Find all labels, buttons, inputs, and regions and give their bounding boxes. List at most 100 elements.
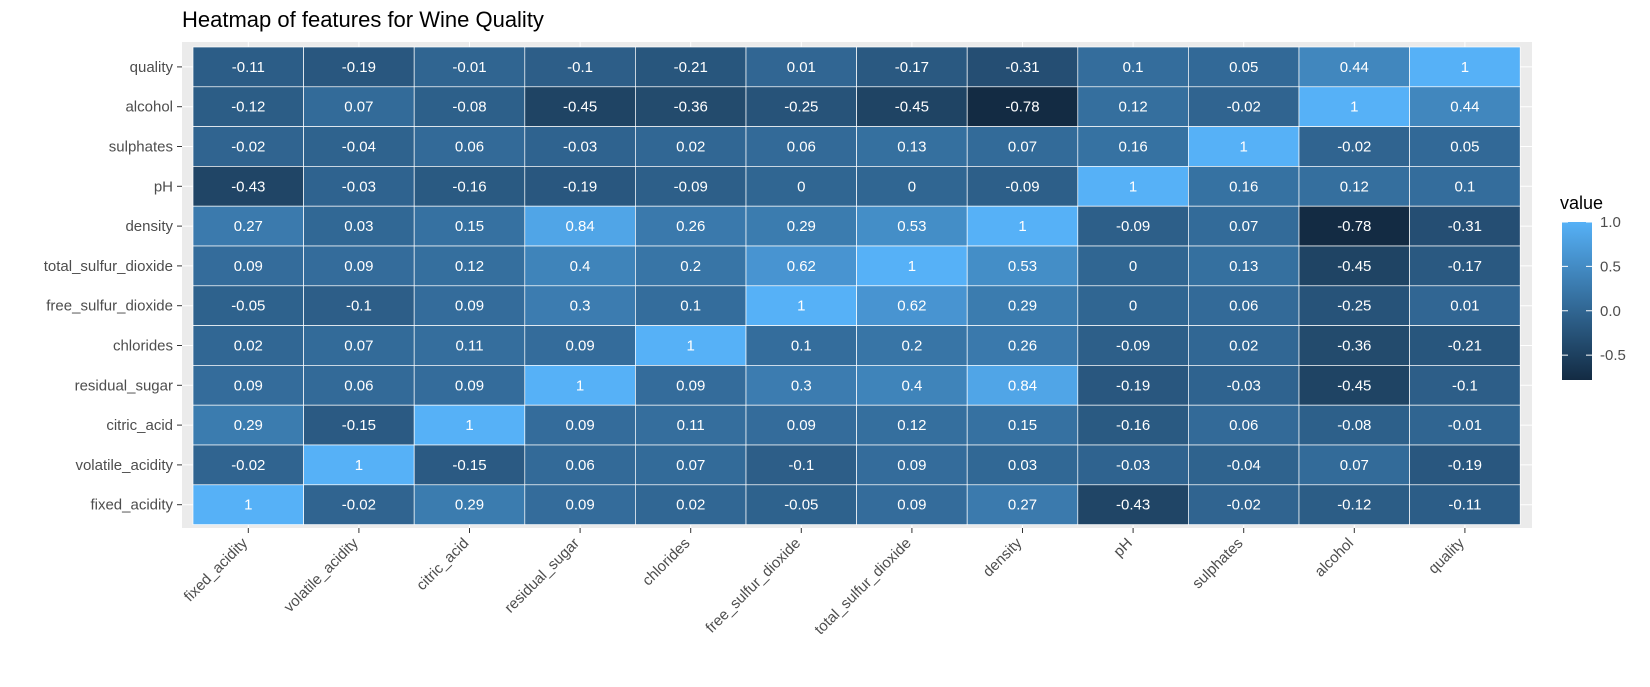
- heatmap-cell: [1077, 325, 1189, 366]
- cell-value-label: 1: [1129, 178, 1137, 195]
- cell-value-label: 1: [908, 258, 916, 275]
- cell-value-label: -0.04: [1227, 457, 1261, 474]
- heatmap-cell: [1298, 325, 1410, 366]
- heatmap-cell: [413, 484, 526, 525]
- heatmap-cell: [856, 365, 968, 406]
- cell-value-label: 0.06: [565, 457, 594, 474]
- heatmap-cell: [192, 245, 304, 287]
- cell-value-label: 0.02: [676, 139, 705, 156]
- x-tick-label: quality: [1425, 534, 1468, 577]
- heatmap-cell: [1409, 365, 1521, 406]
- heatmap-cell: [1409, 444, 1521, 486]
- heatmap-cell: [303, 126, 415, 167]
- cell-value-label: 0.15: [455, 218, 484, 235]
- y-tick-label: alcohol: [125, 99, 173, 116]
- heatmap-cell: [1409, 46, 1521, 88]
- heatmap-cell: [635, 245, 747, 287]
- legend-title: value: [1560, 193, 1603, 213]
- cell-value-label: 0.44: [1450, 99, 1479, 116]
- cell-value-label: 0.03: [344, 218, 373, 235]
- heatmap-cell: [524, 126, 636, 167]
- cell-value-label: -0.21: [1448, 338, 1482, 355]
- cell-value-label: 0.01: [1450, 298, 1479, 315]
- x-tick-label: pH: [1110, 535, 1136, 561]
- heatmap-cell: [303, 46, 415, 88]
- cell-value-label: 0.62: [787, 258, 816, 275]
- cell-value-label: -0.09: [1116, 218, 1150, 235]
- cell-value-label: 1: [244, 497, 252, 514]
- heatmap-cell: [745, 285, 857, 326]
- cell-value-label: 0.27: [1008, 497, 1037, 514]
- cell-value-label: -0.02: [1227, 497, 1261, 514]
- x-tick-label: density: [980, 534, 1026, 580]
- cell-value-label: 0.02: [1229, 338, 1258, 355]
- heatmap-cell: [966, 46, 1079, 88]
- heatmap-cell: [192, 205, 304, 247]
- heatmap-cell: [856, 46, 968, 88]
- cell-value-label: 0.26: [676, 218, 705, 235]
- cell-value-label: 0.2: [680, 258, 701, 275]
- cell-value-label: -0.78: [1337, 218, 1371, 235]
- cell-value-label: -0.01: [1448, 417, 1482, 434]
- cell-value-label: 0.2: [901, 338, 922, 355]
- cell-value-label: 0.06: [1229, 417, 1258, 434]
- cell-value-label: 0.09: [455, 377, 484, 394]
- cell-value-label: 0.02: [234, 338, 263, 355]
- heatmap-cell: [856, 205, 968, 247]
- x-tick-label: total_sulfur_dioxide: [811, 535, 914, 638]
- cell-value-label: 0.1: [1123, 59, 1144, 76]
- heatmap-cells: [192, 46, 1521, 525]
- heatmap-cell: [303, 444, 415, 486]
- cell-value-label: 1: [465, 417, 473, 434]
- heatmap-cell: [635, 86, 747, 127]
- cell-value-label: 0.09: [344, 258, 373, 275]
- heatmap-cell: [192, 444, 304, 486]
- heatmap-cell: [524, 205, 636, 247]
- heatmap-cell: [413, 444, 526, 486]
- heatmap-cell: [413, 325, 526, 366]
- cell-value-label: -0.03: [342, 178, 376, 195]
- cell-value-label: -0.21: [674, 59, 708, 76]
- cell-value-label: -0.02: [231, 457, 265, 474]
- heatmap-cell: [966, 484, 1079, 525]
- cell-value-label: 0.05: [1229, 59, 1258, 76]
- cell-value-label: 0: [908, 178, 916, 195]
- y-tick-label: density: [125, 218, 173, 235]
- cell-value-label: 0.13: [897, 139, 926, 156]
- heatmap-cell: [966, 365, 1079, 406]
- legend-colorbar: [1562, 222, 1592, 380]
- heatmap-cell: [1077, 205, 1189, 247]
- cell-value-label: -0.36: [674, 99, 708, 116]
- heatmap-cell: [413, 245, 526, 287]
- x-tick-label: fixed_acidity: [181, 534, 252, 605]
- cell-value-label: -0.05: [231, 298, 265, 315]
- cell-value-label: 0.09: [565, 417, 594, 434]
- heatmap-cell: [1188, 484, 1300, 525]
- cell-value-label: -0.19: [342, 59, 376, 76]
- cell-value-label: 0.09: [234, 377, 263, 394]
- x-tick-label: volatile_acidity: [281, 534, 362, 615]
- heatmap-cell: [303, 205, 415, 247]
- legend-tick-label: 0.5: [1600, 258, 1621, 275]
- cell-value-label: -0.43: [1116, 497, 1150, 514]
- cell-value-label: -0.11: [1448, 497, 1481, 514]
- cell-value-label: 0.29: [1008, 298, 1037, 315]
- cell-value-label: 0.16: [1118, 139, 1147, 156]
- y-tick-label: quality: [130, 59, 174, 76]
- heatmap-cell: [856, 484, 968, 525]
- cell-value-label: 0.06: [344, 377, 373, 394]
- cell-value-label: 0.03: [1008, 457, 1037, 474]
- cell-value-label: 0.02: [676, 497, 705, 514]
- heatmap-cell: [192, 126, 304, 167]
- heatmap-cell: [856, 86, 968, 127]
- y-tick-label: pH: [154, 178, 173, 195]
- cell-value-label: -0.16: [452, 178, 486, 195]
- heatmap-cell: [635, 484, 747, 525]
- heatmap-cell: [1077, 365, 1189, 406]
- heatmap-cell: [1077, 46, 1189, 88]
- cell-value-label: 0.06: [455, 139, 484, 156]
- cell-value-label: 1: [576, 377, 584, 394]
- cell-value-label: -0.1: [567, 59, 593, 76]
- heatmap-cell: [1298, 86, 1410, 127]
